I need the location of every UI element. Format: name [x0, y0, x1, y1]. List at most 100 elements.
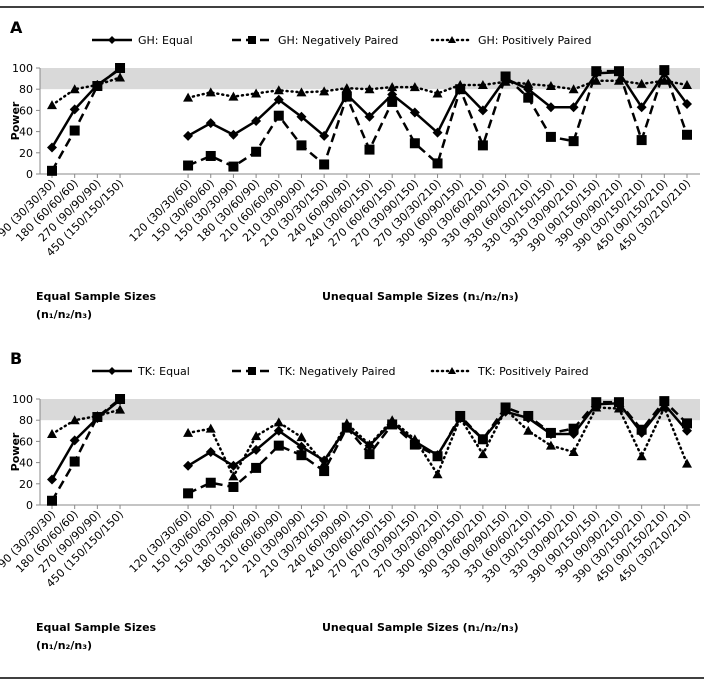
y-axis-label: Power: [9, 101, 22, 140]
marker-triangle: [205, 423, 216, 433]
marker-triangle: [251, 431, 262, 441]
marker-diamond: [273, 425, 284, 436]
marker-square: [477, 434, 488, 445]
marker-triangle: [591, 75, 602, 85]
marker-square: [183, 160, 194, 171]
marker-diamond: [205, 447, 216, 457]
marker-square: [591, 397, 602, 408]
marker-square: [455, 84, 466, 95]
marker-diamond: [432, 127, 443, 138]
marker-triangle: [613, 403, 624, 413]
marker-triangle: [273, 85, 284, 95]
marker-square: [364, 449, 375, 460]
marker-triangle: [409, 434, 420, 444]
legend-marker: [448, 36, 456, 43]
marker-triangle: [273, 417, 284, 427]
marker-diamond: [296, 441, 307, 452]
marker-square: [613, 397, 624, 408]
marker-diamond: [273, 94, 284, 105]
marker-triangle: [613, 75, 624, 85]
marker-triangle: [455, 79, 466, 89]
marker-diamond: [183, 460, 194, 471]
marker-diamond: [69, 104, 80, 115]
marker-square: [364, 144, 375, 155]
y-tick-label: 20: [19, 147, 33, 160]
marker-diamond: [364, 111, 375, 122]
marker-square: [613, 66, 624, 77]
marker-triangle: [523, 425, 534, 435]
y-tick-label: 60: [19, 435, 33, 448]
marker-square: [205, 150, 216, 161]
marker-diamond: [183, 130, 194, 141]
marker-triangle: [545, 440, 556, 450]
marker-diamond: [545, 102, 556, 113]
legend-marker: [448, 367, 456, 374]
x-group-label: Unequal Sample Sizes (n₁/n₂/n₃): [322, 290, 519, 303]
marker-square: [591, 66, 602, 77]
y-tick-label: 20: [19, 478, 33, 491]
y-tick-label: 80: [19, 414, 33, 427]
marker-diamond: [47, 142, 57, 153]
marker-triangle: [47, 428, 57, 438]
legend-marker: [108, 367, 116, 375]
marker-square: [568, 136, 579, 147]
marker-triangle: [387, 82, 398, 92]
marker-triangle: [455, 413, 466, 423]
marker-square: [69, 125, 80, 136]
marker-triangle: [432, 88, 443, 98]
marker-triangle: [319, 86, 330, 96]
marker-triangle: [319, 458, 330, 468]
marker-triangle: [69, 415, 80, 425]
marker-triangle: [228, 471, 239, 481]
marker-diamond: [228, 129, 239, 140]
marker-square: [636, 135, 647, 146]
marker-triangle: [591, 402, 602, 412]
marker-diamond: [477, 105, 488, 116]
x-group-label: Equal Sample Sizes (n₁/n₂/n₃): [36, 290, 157, 321]
marker-square: [228, 481, 239, 492]
legend-label: GH: Equal: [138, 34, 193, 47]
y-tick-label: 0: [26, 168, 33, 181]
marker-square: [477, 140, 488, 151]
marker-square: [341, 422, 352, 433]
marker-triangle: [545, 81, 556, 91]
marker-triangle: [682, 79, 692, 89]
marker-square: [115, 394, 126, 404]
x-group-label: Unequal Sample Sizes (n₁/n₂/n₃): [322, 621, 519, 634]
marker-square: [319, 466, 330, 477]
marker-diamond: [251, 444, 262, 455]
marker-triangle: [296, 87, 307, 97]
marker-square: [682, 129, 692, 140]
marker-triangle: [228, 91, 239, 101]
marker-square: [47, 495, 57, 506]
marker-triangle: [682, 458, 692, 468]
marker-square: [296, 140, 307, 151]
legend-marker: [248, 367, 256, 375]
y-tick-label: 40: [19, 126, 33, 139]
marker-square: [251, 146, 262, 157]
marker-diamond: [69, 435, 80, 446]
marker-square: [636, 424, 647, 435]
marker-square: [409, 138, 420, 149]
marker-triangle: [183, 92, 194, 102]
panel-label: B: [10, 349, 22, 368]
marker-square: [659, 65, 670, 76]
legend-label: TK: Equal: [137, 365, 190, 378]
marker-square: [205, 477, 216, 488]
marker-square: [115, 63, 126, 73]
shaded-band: [40, 399, 700, 421]
y-tick-label: 100: [12, 393, 33, 406]
marker-triangle: [432, 469, 443, 479]
marker-diamond: [205, 118, 216, 129]
legend-label: TK: Positively Paired: [477, 365, 589, 378]
marker-square: [296, 450, 307, 461]
legend-label: GH: Positively Paired: [478, 34, 591, 47]
marker-triangle: [364, 84, 375, 94]
marker-square: [387, 96, 398, 107]
marker-triangle: [409, 82, 420, 92]
marker-square: [69, 456, 80, 467]
x-group-label: Equal Sample Sizes (n₁/n₂/n₃): [36, 621, 157, 652]
marker-triangle: [47, 100, 57, 110]
marker-triangle: [183, 427, 194, 437]
